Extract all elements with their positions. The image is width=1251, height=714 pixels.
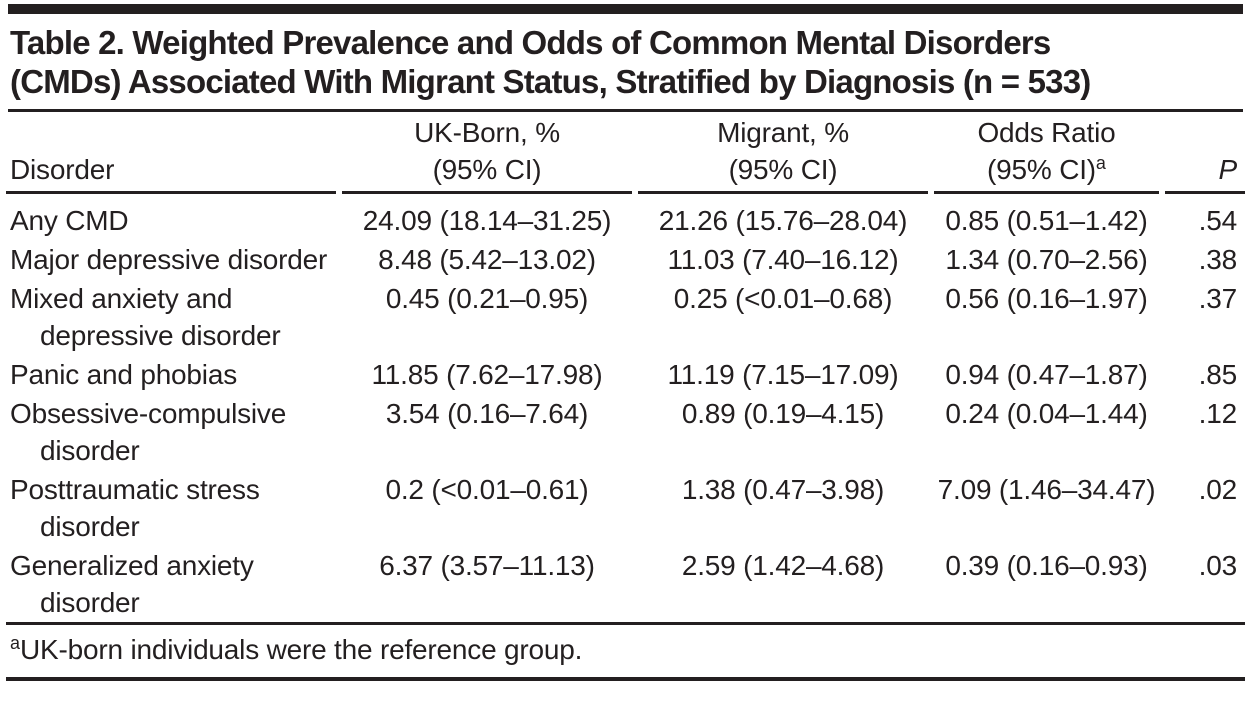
column-header-disorder: Disorder (6, 112, 336, 194)
footnote-marker-superscript: a (1095, 153, 1106, 173)
cell-p-value: .37 (1198, 283, 1238, 314)
cell-migrant: 0.89 (0.19–4.15) (681, 398, 885, 429)
cell-p-value: .03 (1198, 550, 1238, 581)
table-row: Generalized anxiety disorder 6.37 (3.57–… (6, 546, 1245, 622)
cell-uk-born: 3.54 (0.16–7.64) (385, 398, 589, 429)
cell-p-value: .54 (1198, 205, 1238, 236)
cell-migrant: 11.19 (7.15–17.09) (667, 359, 899, 390)
table-footnote: aUK-born individuals were the reference … (6, 622, 1245, 681)
cell-migrant: 21.26 (15.76–28.04) (658, 205, 908, 236)
table-row: Posttraumatic stress disorder 0.2 (<0.01… (6, 470, 1245, 546)
table-row: Mixed anxiety and depressive disorder 0.… (6, 279, 1245, 355)
cell-disorder: Generalized anxiety disorder (10, 550, 254, 618)
cell-uk-born: 24.09 (18.14–31.25) (362, 205, 612, 236)
cell-disorder: Major depressive disorder (10, 244, 328, 275)
column-header-odds-ratio: Odds Ratio (95% CI)a (934, 112, 1159, 194)
footnote-text: UK-born individuals were the reference g… (20, 634, 583, 665)
table-row: Major depressive disorder 8.48 (5.42–13.… (6, 240, 1245, 279)
cell-p-value: .02 (1198, 474, 1238, 505)
cell-odds-ratio: 0.94 (0.47–1.87) (945, 359, 1148, 390)
table-row: Panic and phobias 11.85 (7.62–17.98) 11.… (6, 355, 1245, 394)
cell-odds-ratio: 0.56 (0.16–1.97) (945, 283, 1148, 314)
prevalence-odds-table: Disorder UK-Born, % (95% CI) Migrant, % … (0, 112, 1251, 681)
table-title-line2: (CMDs) Associated With Migrant Status, S… (10, 63, 1091, 100)
cell-uk-born: 6.37 (3.57–11.13) (379, 550, 595, 581)
cell-migrant: 1.38 (0.47–3.98) (681, 474, 885, 505)
cell-uk-born: 0.2 (<0.01–0.61) (385, 474, 589, 505)
cell-odds-ratio: 0.85 (0.51–1.42) (945, 205, 1148, 236)
cell-disorder: Obsessive-compulsive disorder (10, 398, 287, 466)
cell-odds-ratio: 0.24 (0.04–1.44) (945, 398, 1148, 429)
cell-disorder: Mixed anxiety and depressive disorder (10, 283, 281, 351)
column-header-uk-born: UK-Born, % (95% CI) (342, 112, 632, 194)
cell-odds-ratio: 0.39 (0.16–0.93) (945, 550, 1148, 581)
cell-migrant: 11.03 (7.40–16.12) (667, 244, 899, 275)
cell-p-value: .85 (1198, 359, 1238, 390)
cell-p-value: .38 (1198, 244, 1238, 275)
title-divider-rule (8, 109, 1243, 112)
table-row: Obsessive-compulsive disorder 3.54 (0.16… (6, 394, 1245, 470)
cell-migrant: 2.59 (1.42–4.68) (681, 550, 885, 581)
column-header-p-value: P (1165, 112, 1245, 194)
top-rule-bar (8, 4, 1243, 14)
cell-uk-born: 11.85 (7.62–17.98) (371, 359, 603, 390)
cell-disorder: Panic and phobias (10, 359, 237, 390)
table-row: Any CMD 24.09 (18.14–31.25) 21.26 (15.76… (6, 194, 1245, 240)
cell-migrant: 0.25 (<0.01–0.68) (673, 283, 893, 314)
header-row: Disorder UK-Born, % (95% CI) Migrant, % … (6, 112, 1245, 194)
cell-disorder: Any CMD (10, 205, 129, 236)
footnote-row: aUK-born individuals were the reference … (6, 622, 1245, 681)
cell-uk-born: 0.45 (0.21–0.95) (385, 283, 589, 314)
cell-disorder: Posttraumatic stress disorder (10, 474, 260, 542)
cell-odds-ratio: 7.09 (1.46–34.47) (937, 474, 1156, 505)
footnote-marker-superscript: a (10, 633, 21, 653)
cell-uk-born: 8.48 (5.42–13.02) (378, 244, 596, 275)
table-title: Table 2. Weighted Prevalence and Odds of… (10, 23, 1243, 101)
cell-odds-ratio: 1.34 (0.70–2.56) (945, 244, 1148, 275)
column-header-migrant: Migrant, % (95% CI) (638, 112, 928, 194)
table-title-line1: Table 2. Weighted Prevalence and Odds of… (10, 24, 1051, 61)
cell-p-value: .12 (1198, 398, 1238, 429)
